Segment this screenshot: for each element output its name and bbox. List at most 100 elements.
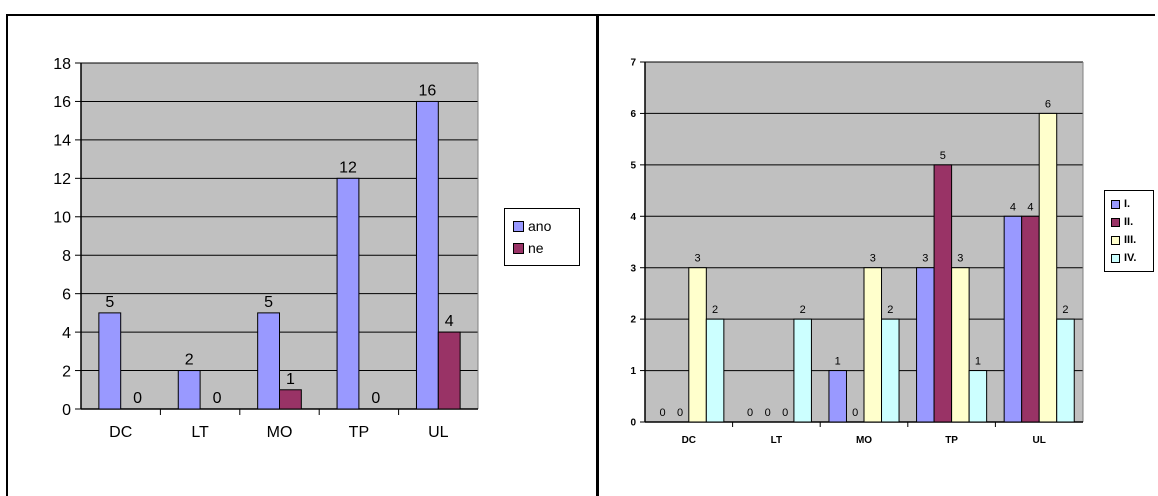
chart-1-data-label: 4 <box>445 313 454 330</box>
chart-2-data-label: 3 <box>957 253 963 265</box>
chart-1-data-label: 12 <box>339 159 357 176</box>
chart-2-legend-label: II. <box>1124 216 1134 228</box>
chart-1-bar-ano <box>336 177 360 410</box>
chart-1-y-tick-label: 16 <box>53 94 71 111</box>
chart-1-data-label: 2 <box>185 352 194 369</box>
chart-2-data-label: 4 <box>1027 201 1033 213</box>
chart-panel-2: 0 1 2 3 4 5 6 7 DC 0 0 3 2 LT 0 0 0 2 MO 1 0 3 2 TP 3 5 3 1 UL 4 4 6 2 I… <box>598 14 1155 496</box>
chart-panel-1: 0 2 4 6 8 10 12 14 16 18 DC 5 0 LT 2 0 MO 5 1 TP 12 0 UL 16 4 an… <box>6 14 598 496</box>
chart-2-y-tick-label: 0 <box>630 418 636 429</box>
chart-2-data-label: 2 <box>712 304 718 316</box>
chart-2-data-label: 0 <box>782 407 788 419</box>
chart-2-data-label: 0 <box>765 407 771 419</box>
chart-2-data-label: 0 <box>747 407 753 419</box>
chart-1-y-tick-label: 12 <box>53 171 71 188</box>
chart-2-bar-iii <box>688 267 707 423</box>
chart-1-y-tick-label: 2 <box>62 363 71 380</box>
chart-2-legend-swatch <box>1111 217 1120 227</box>
chart-1-data-label: 0 <box>213 390 222 407</box>
chart-2-legend-label: IV. <box>1124 252 1137 264</box>
chart-2-data-label: 0 <box>677 407 683 419</box>
chart-2-bar-iv <box>793 318 812 423</box>
chart-2-legend-item: I. <box>1111 195 1147 213</box>
chart-2-data-label: 3 <box>694 253 700 265</box>
chart-2-legend-swatch <box>1111 253 1120 263</box>
chart-2-data-label: 3 <box>870 253 876 265</box>
chart-1-data-label: 5 <box>105 294 114 311</box>
chart-2-data-label: 4 <box>1010 201 1016 213</box>
chart-1-y-tick-label: 14 <box>53 133 71 150</box>
chart-2-y-tick-label: 4 <box>630 212 636 223</box>
chart-1-y-tick-label: 0 <box>62 402 71 419</box>
chart-1-data-label: 16 <box>418 82 436 99</box>
chart-1-bar-ano <box>98 312 122 410</box>
chart-2-data-label: 0 <box>852 407 858 419</box>
chart-2-legend: I. II. III. IV. <box>1104 190 1154 272</box>
chart-1-legend-label: ne <box>528 240 544 256</box>
chart-2-bar-iii <box>951 267 970 423</box>
chart-1-x-tick-label: LT <box>191 424 209 441</box>
chart-1-legend-swatch <box>513 242 524 254</box>
chart-2-bar-iii <box>863 267 883 423</box>
chart-2-bar-iv <box>705 318 725 423</box>
chart-2-legend-swatch <box>1111 199 1120 209</box>
chart-2-data-label: 3 <box>922 253 928 265</box>
chart-1-legend-label: ano <box>528 218 552 234</box>
chart-2-data-label: 2 <box>1062 304 1068 316</box>
chart-1-legend-item: ano <box>513 215 571 237</box>
chart-1-bar-ne <box>279 389 302 410</box>
chart-2-bar-i <box>1003 215 1023 423</box>
chart-1-legend-item: ne <box>513 237 571 259</box>
chart-1-bar-ano <box>177 370 201 410</box>
chart-2-bar-iv <box>881 318 900 423</box>
chart-1-data-label: 5 <box>264 294 273 311</box>
chart-1-y-tick-label: 4 <box>62 325 71 342</box>
chart-2-bar-iii <box>1038 112 1058 423</box>
chart-2-data-label: 6 <box>1045 98 1051 110</box>
chart-2-y-tick-label: 7 <box>630 58 636 69</box>
chart-1-x-tick-label: TP <box>349 424 369 441</box>
chart-2-legend-label: III. <box>1124 234 1137 246</box>
chart-1-data-label: 0 <box>133 390 142 407</box>
chart-2-legend-item: III. <box>1111 231 1147 249</box>
chart-2-y-tick-label: 2 <box>630 315 636 326</box>
chart-2-legend-item: IV. <box>1111 249 1147 267</box>
chart-2-bar-iv <box>968 370 988 423</box>
chart-2-data-label: 2 <box>887 304 893 316</box>
chart-2-bar-ii <box>1021 215 1040 423</box>
chart-1-x-tick-label: DC <box>109 424 132 441</box>
chart-1-y-tick-label: 8 <box>62 248 71 265</box>
chart-1-y-tick-label: 10 <box>53 210 71 227</box>
chart-1-bar-ano <box>257 312 280 410</box>
chart-1-bar-ne <box>437 331 461 410</box>
chart-1-data-label: 0 <box>371 390 380 407</box>
chart-1-x-tick-label: UL <box>428 424 449 441</box>
chart-2-x-tick-label: DC <box>682 435 696 446</box>
chart-2-legend-swatch <box>1111 235 1120 245</box>
chart-2-data-label: 0 <box>659 407 665 419</box>
chart-2-x-tick-label: MO <box>856 435 872 446</box>
chart-2-bar-ii <box>933 164 953 423</box>
chart-2-bar-i <box>916 267 935 423</box>
chart-2-y-tick-label: 5 <box>630 160 636 171</box>
chart-2-y-tick-label: 3 <box>630 263 636 274</box>
chart-2-y-tick-label: 1 <box>630 366 636 377</box>
chart-1-y-tick-label: 18 <box>53 56 71 73</box>
chart-1-x-tick-label: MO <box>267 424 293 441</box>
chart-1-legend-swatch <box>513 220 524 232</box>
chart-1-legend: ano ne <box>504 208 580 266</box>
chart-2-x-tick-label: LT <box>771 435 782 446</box>
chart-2-legend-label: I. <box>1124 198 1131 210</box>
chart-2-x-tick-label: TP <box>945 435 958 446</box>
chart-1-bar-ano <box>415 100 439 410</box>
chart-1-y-tick-label: 6 <box>62 286 71 303</box>
chart-2-data-label: 1 <box>835 356 841 368</box>
chart-2-y-tick-label: 6 <box>630 109 636 120</box>
chart-2-bar-iv <box>1056 318 1075 423</box>
chart-2-legend-item: II. <box>1111 213 1147 231</box>
chart-2-bar-i <box>828 370 847 423</box>
chart-2-data-label: 5 <box>940 150 946 162</box>
chart-2-data-label: 1 <box>975 356 981 368</box>
